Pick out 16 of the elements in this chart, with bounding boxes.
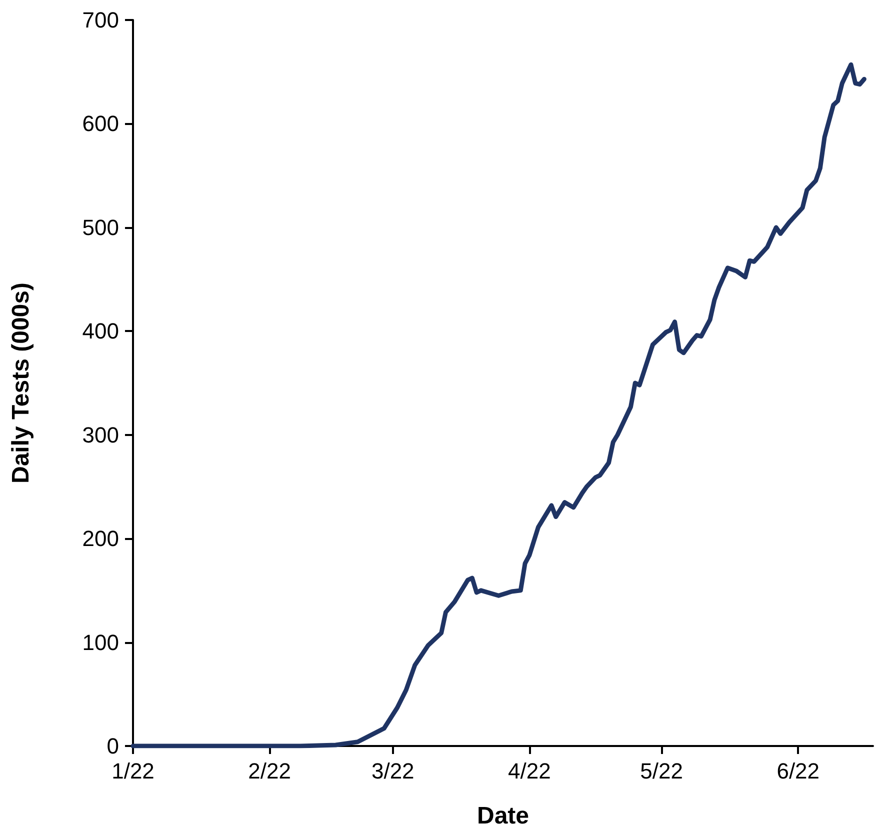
y-tick-label: 0 xyxy=(106,734,119,758)
x-tick-label: 2/22 xyxy=(248,758,291,784)
y-tick-label: 700 xyxy=(82,8,119,32)
x-axis-title: Date xyxy=(476,802,530,830)
x-tick-label: 5/22 xyxy=(640,758,683,784)
x-tick-label: 1/22 xyxy=(112,758,154,784)
x-tick-label: 6/22 xyxy=(776,758,820,784)
y-tick-label: 300 xyxy=(82,422,119,448)
y-tick-label: 600 xyxy=(82,111,119,136)
x-tick-label: 4/22 xyxy=(508,758,551,784)
x-tick-label: 3/22 xyxy=(371,758,414,784)
y-tick-label: 100 xyxy=(82,630,119,655)
y-tick-label: 500 xyxy=(82,214,119,240)
y-tick-label: 200 xyxy=(82,526,119,552)
y-tick-label: 400 xyxy=(82,318,119,344)
y-axis-title: Daily Tests (000s) xyxy=(8,282,34,484)
